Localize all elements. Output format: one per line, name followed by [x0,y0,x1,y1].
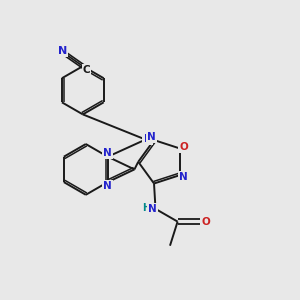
Text: N: N [147,132,156,142]
Text: C: C [82,65,90,75]
Text: N: N [148,204,157,214]
Text: O: O [179,142,188,152]
Text: O: O [201,217,210,226]
Text: N: N [58,46,67,56]
Text: N: N [179,172,188,182]
Text: H: H [142,203,151,213]
Text: N: N [143,134,152,144]
Text: N: N [103,148,112,158]
Text: N: N [103,181,112,191]
